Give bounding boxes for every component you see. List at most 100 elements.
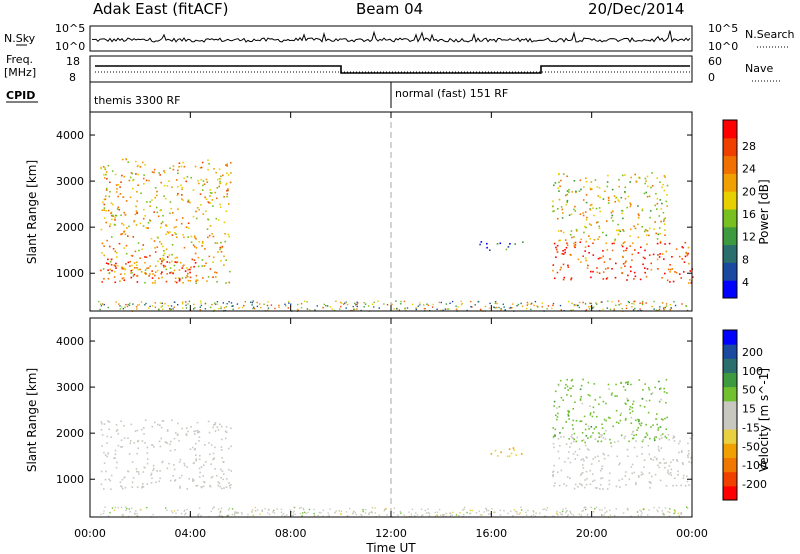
data-cell [603, 432, 605, 435]
data-cell [534, 300, 537, 303]
data-cell [108, 428, 110, 431]
data-cell [557, 450, 560, 453]
data-cell [200, 204, 202, 206]
data-cell [427, 508, 429, 510]
data-cell [247, 513, 249, 516]
data-cell [600, 477, 602, 480]
data-cell [641, 440, 644, 443]
data-cell [202, 277, 204, 279]
data-cell [436, 514, 439, 517]
data-cell [169, 449, 172, 452]
data-cell [193, 479, 195, 481]
data-cell [551, 515, 554, 517]
data-cell [227, 509, 230, 511]
data-cell [177, 208, 179, 210]
data-cell [664, 217, 667, 219]
data-cell [662, 458, 665, 461]
data-cell [611, 249, 614, 252]
data-cell [584, 257, 587, 259]
data-cell [155, 481, 157, 484]
data-cell [225, 182, 228, 185]
data-cell [581, 402, 584, 405]
data-cell [176, 194, 179, 197]
data-cell [153, 171, 155, 174]
data-cell [614, 395, 616, 397]
data-cell [625, 307, 628, 310]
data-cell [543, 515, 546, 517]
data-cell [606, 510, 608, 513]
data-cell [180, 222, 183, 225]
data-cell [132, 477, 135, 479]
data-cell [645, 400, 648, 402]
data-cell [213, 256, 215, 259]
data-cell [132, 187, 134, 190]
data-cell [186, 274, 188, 277]
data-cell [648, 227, 651, 230]
data-cell [582, 301, 584, 304]
data-cell [228, 485, 231, 487]
data-cell [643, 192, 646, 195]
data-cell [99, 308, 101, 311]
data-cell [624, 241, 626, 243]
data-cell [411, 508, 414, 510]
data-cell [594, 438, 597, 440]
data-cell [151, 305, 154, 307]
data-cell [507, 512, 509, 515]
data-cell [626, 508, 629, 510]
data-cell [583, 486, 586, 489]
data-cell [536, 305, 538, 307]
data-cell [607, 416, 610, 419]
data-cell [104, 506, 106, 508]
data-cell [165, 507, 167, 509]
data-cell [486, 246, 488, 249]
data-cell [641, 446, 643, 449]
data-cell [293, 506, 295, 509]
data-cell [352, 512, 354, 514]
data-cell [177, 172, 179, 175]
data-cell [678, 451, 680, 454]
data-cell [427, 512, 429, 514]
data-cell [198, 458, 201, 461]
data-cell [119, 280, 121, 282]
data-cell [194, 252, 197, 255]
data-cell [234, 512, 237, 514]
data-cell [120, 420, 122, 422]
nsky-trace [91, 30, 691, 43]
data-cell [261, 509, 263, 511]
data-cell [306, 308, 309, 310]
data-cell [588, 223, 591, 225]
data-cell [141, 440, 144, 442]
colorbar-swatch [723, 226, 737, 246]
data-cell [179, 477, 181, 479]
data-cell [179, 261, 182, 264]
data-cell [161, 461, 163, 464]
data-cell [627, 274, 629, 277]
data-cell [669, 508, 671, 510]
data-cell [575, 190, 577, 193]
data-cell [663, 308, 665, 311]
data-cell [692, 276, 694, 278]
data-cell [186, 427, 188, 429]
data-cell [644, 271, 646, 274]
data-cell [154, 302, 156, 304]
data-cell [296, 308, 299, 310]
data-cell [655, 232, 657, 235]
data-cell [613, 514, 616, 517]
data-cell [628, 478, 631, 481]
data-cell [624, 191, 626, 193]
data-cell [552, 302, 555, 305]
data-cell [100, 269, 102, 272]
data-cell [201, 189, 204, 191]
data-cell [317, 514, 319, 517]
data-cell [676, 459, 678, 461]
data-cell [116, 252, 118, 254]
data-cell [181, 512, 183, 515]
data-cell [556, 513, 558, 515]
data-cell [496, 243, 499, 245]
data-cell [172, 165, 175, 167]
data-cell [181, 217, 184, 219]
data-cell [601, 477, 604, 479]
data-cell [100, 167, 102, 170]
data-cell [483, 511, 485, 513]
data-cell [664, 234, 666, 236]
